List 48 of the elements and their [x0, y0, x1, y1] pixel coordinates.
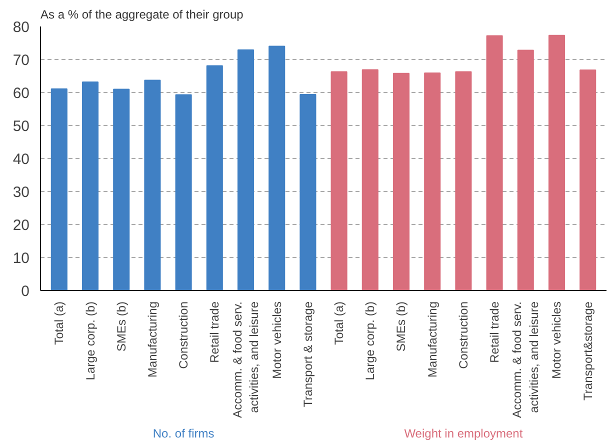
y-tick-label: 70 [12, 52, 30, 69]
text: No. of firms [152, 426, 214, 440]
bar [268, 46, 286, 290]
bar [580, 70, 596, 290]
bar [206, 65, 223, 290]
bar [175, 94, 192, 290]
bar [144, 80, 161, 290]
bar [50, 88, 68, 290]
x-tick-label: Transport&storage [580, 301, 595, 400]
x-tick-label: Motor vehicles [550, 301, 564, 379]
x-tick-label: Large corp. (b) [363, 301, 378, 380]
x-tick-label: Manufacturing [425, 301, 440, 378]
y-tick-label: 20 [12, 217, 30, 234]
x-tick-label: SMEs (b) [114, 301, 128, 352]
bar [113, 88, 130, 290]
x-tick-label: Retail trade [488, 301, 502, 363]
x-tick-label: Transport & storage [300, 301, 315, 408]
x-tick-label: Construction [176, 301, 191, 369]
bar [548, 34, 566, 290]
x-tick-label: Construction [456, 301, 470, 369]
bar [486, 35, 503, 290]
y-tick-label: 50 [12, 118, 30, 135]
x-tick-label: Motor vehicles [270, 301, 284, 379]
y-tick-label: 60 [12, 85, 30, 102]
x-tick-label: Manufacturing [145, 301, 160, 378]
x-tick-label: Accomm. & food serv. activities, and leisure [510, 301, 542, 418]
x-tick-label: Large corp. (b) [83, 301, 98, 380]
x-tick-label: Total (a) [332, 301, 346, 345]
y-axis-title: As a % of the aggregate of their group [40, 8, 244, 22]
y-tick-label: 80 [12, 19, 30, 36]
y-tick-label: 0 [21, 283, 30, 300]
y-tick-label: 30 [12, 184, 30, 201]
bar [424, 72, 441, 290]
bar [237, 49, 254, 290]
bar [362, 69, 378, 290]
x-tick-label: Retail trade [208, 301, 222, 363]
bar [517, 50, 534, 290]
bar [82, 81, 99, 290]
bar [330, 71, 348, 290]
x-tick-label: Accomm. & food serv. activities, and leisure [230, 301, 262, 418]
y-tick-label: 40 [12, 151, 30, 168]
bar [392, 72, 410, 290]
y-tick-label: 10 [12, 250, 30, 267]
x-tick-label: Total (a) [52, 301, 66, 345]
bar [455, 71, 472, 290]
x-tick-label: SMEs (b) [394, 301, 408, 352]
text: Weight in employment [404, 426, 524, 440]
bar [300, 94, 316, 290]
